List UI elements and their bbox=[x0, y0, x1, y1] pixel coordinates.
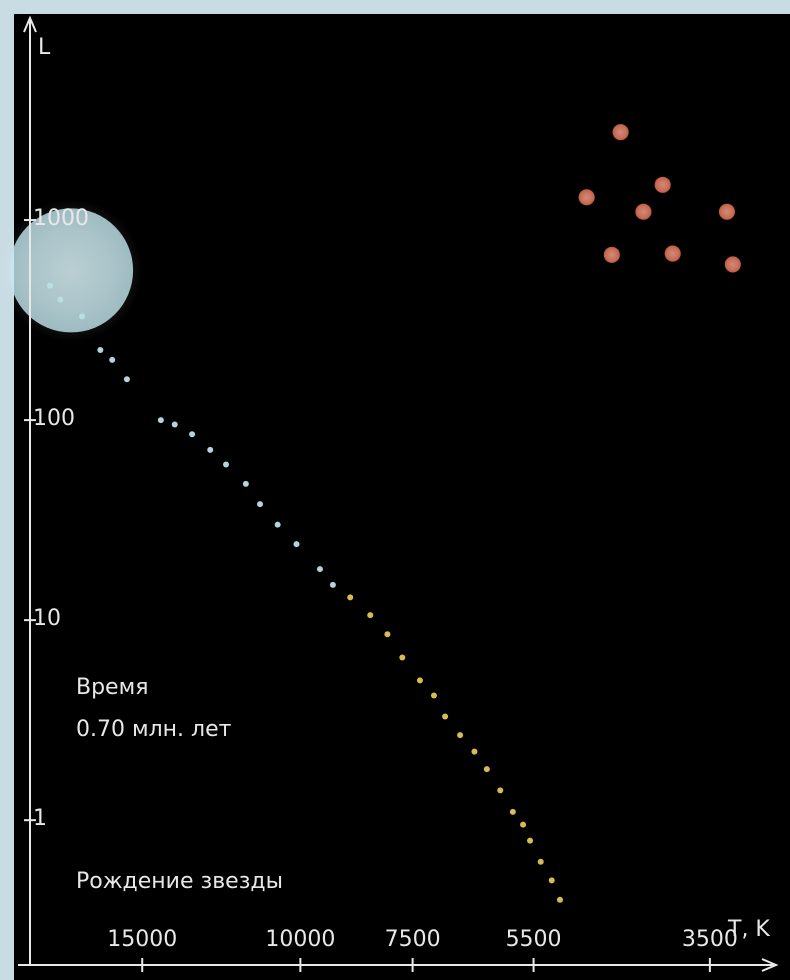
star bbox=[384, 631, 391, 638]
star-glow bbox=[0, 199, 143, 342]
star bbox=[47, 282, 54, 289]
star bbox=[483, 766, 490, 773]
star-glow bbox=[602, 245, 622, 265]
star bbox=[293, 541, 300, 548]
star bbox=[457, 732, 464, 739]
star bbox=[416, 677, 423, 684]
star bbox=[556, 896, 563, 903]
star bbox=[520, 821, 527, 828]
x-tick-label: 5500 bbox=[506, 927, 562, 952]
star bbox=[274, 521, 281, 528]
star bbox=[509, 808, 516, 815]
star bbox=[548, 877, 555, 884]
star bbox=[242, 480, 249, 487]
x-tick-label: 15000 bbox=[107, 927, 177, 952]
star bbox=[207, 446, 214, 453]
y-tick-label: 100 bbox=[33, 406, 75, 431]
star bbox=[171, 421, 178, 428]
plot bbox=[0, 122, 743, 903]
y-tick-label: 1000 bbox=[33, 206, 89, 231]
star-glow bbox=[634, 202, 653, 221]
star bbox=[79, 313, 86, 320]
star bbox=[157, 417, 164, 424]
star-glow bbox=[717, 202, 737, 221]
star bbox=[442, 713, 449, 720]
star bbox=[399, 654, 406, 661]
star bbox=[430, 692, 437, 699]
star bbox=[223, 461, 230, 468]
star-glow bbox=[663, 244, 682, 263]
y-arrow bbox=[23, 15, 37, 33]
star bbox=[316, 566, 323, 573]
plot-panel bbox=[14, 14, 790, 980]
y-tick-label: 10 bbox=[33, 606, 61, 631]
star bbox=[527, 837, 534, 844]
star bbox=[123, 376, 130, 383]
star-glow bbox=[611, 122, 630, 142]
x-tick-label: 10000 bbox=[265, 927, 335, 952]
star bbox=[109, 356, 116, 363]
star-glow bbox=[653, 175, 672, 195]
star-glow bbox=[577, 188, 596, 207]
stage-label: Рождение звезды bbox=[76, 869, 283, 894]
time-label: Время bbox=[76, 675, 148, 700]
star bbox=[329, 581, 336, 588]
x-arrow bbox=[761, 958, 779, 972]
x-tick-label: 3500 bbox=[682, 927, 738, 952]
x-tick-label: 7500 bbox=[385, 927, 441, 952]
star bbox=[189, 431, 196, 438]
time-value: 0.70 млн. лет bbox=[76, 717, 232, 742]
y-axis-label: L bbox=[38, 35, 51, 60]
y-tick-label: 1 bbox=[33, 806, 47, 831]
x-axis-label: T, K bbox=[727, 917, 770, 942]
star bbox=[257, 501, 264, 508]
star bbox=[471, 748, 478, 755]
star bbox=[497, 787, 504, 794]
star bbox=[367, 612, 374, 619]
star bbox=[57, 296, 64, 303]
star bbox=[97, 347, 104, 354]
star bbox=[537, 858, 544, 865]
star-glow bbox=[723, 255, 743, 274]
star bbox=[347, 594, 354, 601]
